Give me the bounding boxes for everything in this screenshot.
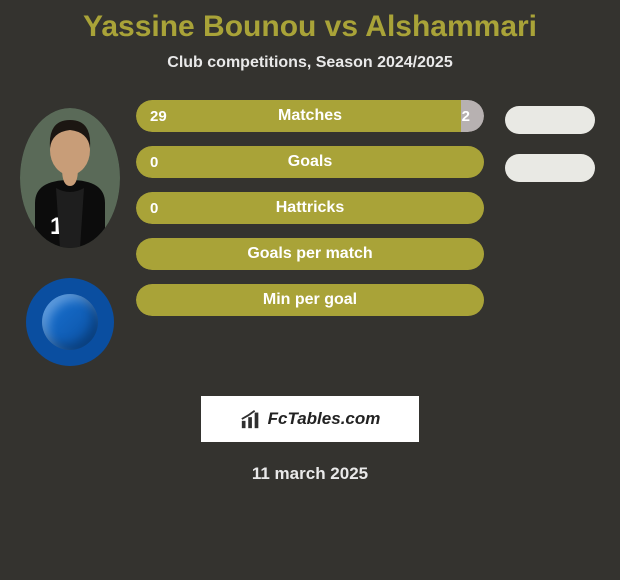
bar-segment-player1 [136,284,484,316]
page-title: Yassine Bounou vs Alshammari [0,10,620,44]
club-logo-inner [42,294,98,350]
stat-value-player1: 0 [150,154,158,171]
player1-illustration: 12 [20,108,120,248]
content-row: 12 Matches292Goals0Hattricks0Goals per m… [0,100,620,366]
stat-row-goals-per-match: Goals per match [136,238,484,270]
club-logo [26,278,114,366]
right-column [490,100,610,182]
page-subtitle: Club competitions, Season 2024/2025 [0,54,620,72]
footer-brand-badge: FcTables.com [201,396,419,442]
infographic-container: Yassine Bounou vs Alshammari Club compet… [0,0,620,580]
bar-segment-player1 [136,146,484,178]
stat-value-player1: 0 [150,200,158,217]
bar-segment-player1 [136,238,484,270]
stat-value-player1: 29 [150,108,167,125]
bars-column: Matches292Goals0Hattricks0Goals per matc… [130,100,490,316]
stat-row-hattricks: Hattricks0 [136,192,484,224]
stat-row-min-per-goal: Min per goal [136,284,484,316]
player2-placeholder-pill [505,106,595,134]
player1-avatar: 12 [20,108,120,248]
stat-value-player2: 2 [462,108,470,125]
stat-row-goals: Goals0 [136,146,484,178]
left-column: 12 [10,100,130,366]
player2-placeholder-pill [505,154,595,182]
stat-row-matches: Matches292 [136,100,484,132]
date-text: 11 march 2025 [0,464,620,484]
bar-segment-player1 [136,192,484,224]
bar-segment-player1 [136,100,461,132]
chart-icon [240,408,262,430]
footer-brand-text: FcTables.com [268,409,381,429]
